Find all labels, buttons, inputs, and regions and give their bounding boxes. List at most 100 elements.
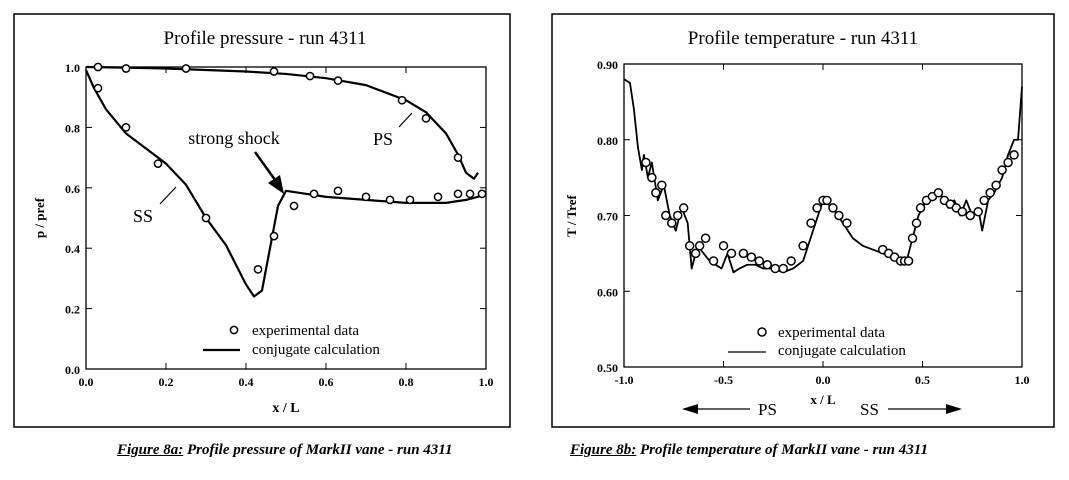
data-point <box>201 213 211 223</box>
data-point <box>694 241 705 251</box>
y-tick-label: 0.6 <box>65 182 80 196</box>
data-point <box>911 218 922 228</box>
data-point <box>754 256 765 266</box>
data-point <box>93 83 103 93</box>
data-point <box>647 172 657 183</box>
data-point <box>269 67 279 76</box>
chart-a-title: Profile pressure - run 4311 <box>164 28 367 49</box>
x-tick-label: 1.0 <box>1015 373 1030 387</box>
legend-label-experimental: experimental data <box>252 323 359 339</box>
data-point <box>477 189 487 199</box>
x-tick-label: -1.0 <box>615 373 634 387</box>
chart-a-x-tick-labels: 0.0 0.2 0.4 0.6 0.8 1.0 <box>79 375 494 389</box>
data-point <box>453 189 463 199</box>
data-point <box>907 233 918 243</box>
data-point <box>700 233 711 243</box>
y-tick-label: 0.4 <box>65 242 80 256</box>
strong-shock-arrow <box>253 151 280 185</box>
chart-b-x-tick-labels: -1.0 -0.5 0.0 0.5 1.0 <box>615 373 1030 387</box>
y-tick-label: 0.60 <box>597 285 618 299</box>
data-point <box>678 203 689 213</box>
x-tick-label: 0.0 <box>816 373 831 387</box>
data-point <box>786 256 796 266</box>
data-point <box>822 195 832 206</box>
y-tick-label: 1.0 <box>65 61 80 75</box>
data-point <box>453 153 463 162</box>
ps-direction-arrowhead <box>682 404 698 414</box>
caption-figure-8b: Figure 8b: Profile temperature of MarkII… <box>570 442 928 459</box>
ss-direction-arrowhead <box>946 404 962 414</box>
data-point <box>806 218 816 228</box>
calculation-line-ps <box>85 65 479 180</box>
legend-b-marker-experimental <box>757 327 767 337</box>
data-point <box>672 210 683 221</box>
x-tick-label: 0.2 <box>159 375 174 389</box>
calculation-line <box>84 69 487 298</box>
data-point <box>465 189 475 199</box>
annotation-ss: SS <box>133 206 153 226</box>
x-tick-label: 0.0 <box>79 375 94 389</box>
data-point <box>93 62 103 72</box>
y-tick-label: 0.90 <box>597 58 618 72</box>
annotation-ps: PS <box>373 129 393 149</box>
chart-a-lines <box>84 65 487 298</box>
data-point <box>770 263 780 274</box>
y-tick-label: 0.80 <box>597 134 618 148</box>
data-point <box>778 263 788 274</box>
ss-leader <box>159 186 177 205</box>
data-point <box>121 123 131 132</box>
data-point <box>973 206 983 217</box>
data-point <box>269 231 279 241</box>
data-point <box>828 203 838 213</box>
x-tick-label: 0.5 <box>915 373 930 387</box>
y-tick-label: 0.2 <box>65 303 80 317</box>
data-point <box>915 203 926 213</box>
data-point <box>385 195 395 205</box>
data-point <box>651 188 661 198</box>
chart-a-y-axis-label: p / pref <box>32 197 47 238</box>
x-tick-label: -0.5 <box>714 373 733 387</box>
data-point <box>718 241 729 251</box>
data-point <box>641 157 651 168</box>
data-point <box>397 95 407 105</box>
y-tick-label: 0.8 <box>65 121 80 135</box>
chart-b-y-axis-label: T / Tref <box>564 195 579 237</box>
x-tick-label: 0.6 <box>319 375 334 389</box>
data-point <box>812 203 822 213</box>
plot-a-area <box>85 66 487 370</box>
chart-b-ticks <box>623 63 1023 368</box>
data-point <box>834 210 844 221</box>
data-point <box>738 248 749 259</box>
data-point <box>985 188 995 198</box>
data-point <box>991 180 1001 190</box>
data-point <box>708 256 719 266</box>
data-point <box>746 252 757 262</box>
x-tick-label: 1.0 <box>479 375 494 389</box>
chart-b-x-axis-label: x / L <box>810 392 836 407</box>
y-tick-label: 0.70 <box>597 210 618 224</box>
data-point <box>309 189 319 199</box>
caption-b-text: Profile temperature of MarkII vane - run… <box>636 442 928 458</box>
data-point <box>405 195 415 205</box>
data-point <box>333 76 343 85</box>
chart-b-y-tick-labels: 0.50 0.60 0.70 0.80 0.90 <box>597 58 618 375</box>
caption-a-label: Figure 8a: <box>117 442 184 458</box>
x-tick-label: 0.4 <box>239 375 254 389</box>
data-point <box>253 264 263 274</box>
data-point <box>903 256 914 266</box>
panel-a-frame <box>13 13 511 428</box>
chart-b-title: Profile temperature - run 4311 <box>688 28 918 49</box>
data-point <box>667 218 677 228</box>
caption-figure-8a: Figure 8a: Profile pressure of MarkII va… <box>117 442 452 459</box>
direction-label-ps: PS <box>758 400 777 419</box>
data-point <box>842 218 852 228</box>
legend-marker-experimental <box>229 325 239 335</box>
chart-b-lines <box>623 78 1023 274</box>
data-point <box>657 180 667 190</box>
data-point <box>153 159 163 168</box>
x-tick-label: 0.8 <box>399 375 414 389</box>
data-point <box>1003 157 1013 168</box>
data-point <box>684 241 695 251</box>
data-point <box>305 71 315 81</box>
legend-b-label-experimental: experimental data <box>778 325 885 341</box>
